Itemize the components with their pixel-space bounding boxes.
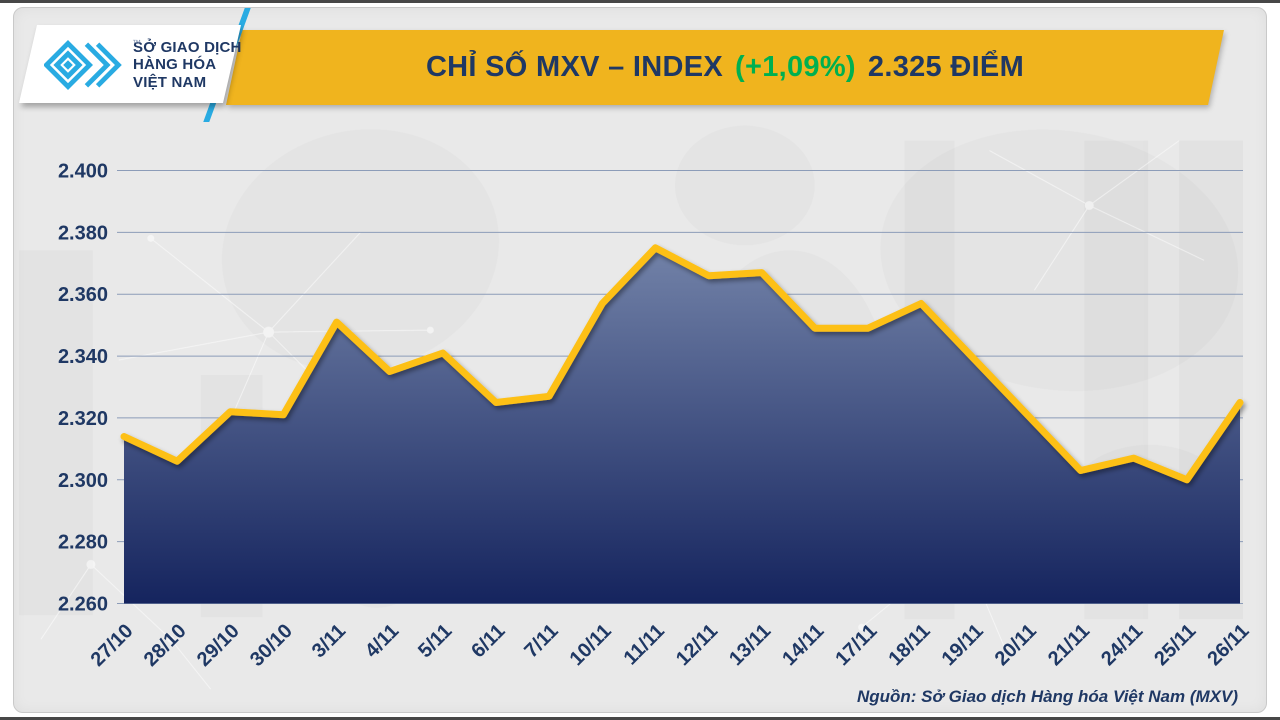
logo-org-name: SỞ GIAO DỊCH HÀNG HÓA VIỆT NAM [133,39,242,91]
title-change-percent: (+1,09%) [735,51,856,83]
source-caption: Nguồn: Sở Giao dịch Hàng hóa Việt Nam (M… [856,687,1238,706]
logo-line-2: HÀNG HÓA [133,56,217,74]
window-bottom-edge [0,717,1280,720]
mxv-logo-icon [44,40,122,90]
chart-card [13,7,1267,713]
chart-title: CHỈ SỐ MXV – INDEX (+1,09%) 2.325 ĐIỂM [250,30,1260,105]
title-points: 2.325 ĐIỂM [867,51,1025,83]
background-watermark [40,140,1205,690]
logo-line-1: SỞ GIAO DỊCH [133,38,242,56]
logo: ™ SỞ GIAO DỊCH HÀNG HÓA VIỆT NAM [44,34,242,96]
window-top-edge [0,0,1280,3]
trademark-symbol: ™ [132,38,141,48]
logo-line-3: VIỆT NAM [133,73,207,91]
title-text-main: CHỈ SỐ MXV – INDEX [425,51,724,83]
